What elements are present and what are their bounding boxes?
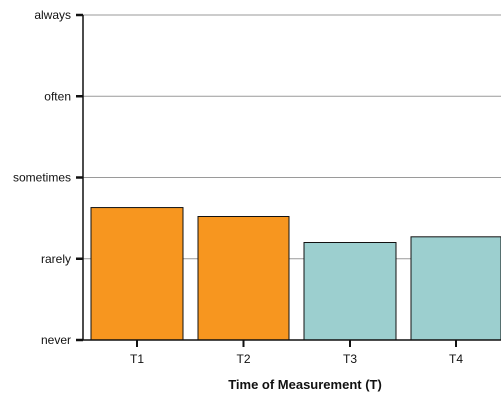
bar-t2 bbox=[197, 216, 290, 341]
bar-t4 bbox=[410, 236, 501, 341]
y-tick-label-often: often bbox=[44, 89, 71, 103]
bar-t3 bbox=[303, 242, 397, 341]
y-tick-label-sometimes: sometimes bbox=[13, 171, 71, 185]
x-axis-title: Time of Measurement (T) bbox=[228, 377, 382, 392]
y-tick-label-never: never bbox=[41, 333, 71, 347]
y-tick-label-always: always bbox=[34, 8, 71, 22]
x-tick-label-t2: T2 bbox=[236, 352, 250, 366]
x-tick-label-t3: T3 bbox=[343, 352, 357, 366]
y-axis: never rarely sometimes often always bbox=[13, 8, 84, 347]
y-tick-label-rarely: rarely bbox=[41, 252, 71, 266]
x-tick-label-t4: T4 bbox=[449, 352, 463, 366]
bar-t1 bbox=[90, 207, 184, 341]
x-axis: T1 T2 T3 T4 bbox=[83, 339, 501, 366]
x-tick-label-t1: T1 bbox=[130, 352, 144, 366]
bars bbox=[90, 207, 501, 341]
